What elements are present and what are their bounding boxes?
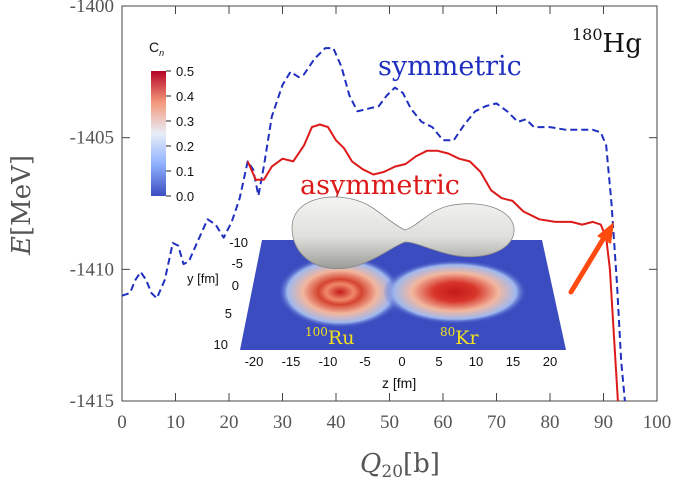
inset-z-tick-label: 15 [506, 354, 520, 369]
x-axis-ticks: 0 10 20 30 40 50 60 70 80 90 100 [117, 6, 671, 433]
colorbar-tick-label: 0.0 [176, 189, 194, 204]
colorbar-tick-label: 0.4 [176, 89, 194, 104]
colorbar: Cn 0.5 0.4 0.3 0.2 0.1 0.0 [149, 39, 194, 204]
x-tick-label: 60 [434, 412, 453, 433]
fragment-label-ru: 100Ru [305, 325, 354, 349]
x-tick-label: 10 [166, 412, 185, 433]
y-tick-label: -1415 [70, 391, 114, 412]
series-line-asymmetric [246, 123, 619, 402]
x-tick-label: 90 [594, 412, 613, 433]
series-layer [121, 47, 626, 402]
inset-z-axis-title: z [fm] [382, 375, 416, 391]
inset-z-tick-label: -15 [282, 354, 301, 369]
inset-z-tick-label: -5 [359, 354, 371, 369]
x-tick-label: 40 [327, 412, 346, 433]
y-axis-title: E[MeV] [7, 155, 37, 256]
x-tick-label: 70 [487, 412, 506, 433]
inset-y-tick-label: 10 [214, 337, 228, 352]
symmetric-label: symmetric [378, 51, 522, 82]
inset-y-axis-title: y [fm] [187, 271, 219, 286]
y-tick-label: -1410 [70, 259, 114, 280]
x-tick-label: 100 [643, 412, 672, 433]
inset-z-tick-label: 20 [543, 354, 557, 369]
colorbar-tick-label: 0.1 [176, 164, 194, 179]
y-axis-ticks: -1400 -1405 -1410 -1415 [70, 0, 657, 412]
inset-y-tick-label: 5 [225, 306, 232, 321]
x-axis-title: Q20[b] [360, 449, 440, 479]
inset-y-tick-label: -5 [231, 256, 243, 271]
inset-right-fragment-density [383, 260, 527, 324]
colorbar-title: Cn [149, 39, 164, 58]
fragment-label-kr: 80Kr [440, 325, 479, 349]
colorbar-tick-label: 0.3 [176, 114, 194, 129]
inset-z-tick-label: -20 [245, 354, 264, 369]
scission-arrow-head [597, 222, 614, 244]
inset-y-tick-label: -10 [229, 235, 248, 250]
colorbar-tick-label: 0.5 [176, 64, 194, 79]
x-tick-label: 0 [117, 412, 127, 433]
y-tick-label: -1405 [70, 128, 114, 149]
x-tick-label: 50 [380, 412, 399, 433]
y-tick-label: -1400 [70, 0, 114, 17]
x-tick-label: 30 [273, 412, 292, 433]
asymmetric-label: asymmetric [300, 170, 460, 201]
inset-z-tick-label: 5 [435, 354, 442, 369]
x-tick-label: 20 [220, 412, 239, 433]
nucleus-label: 180Hg [572, 25, 642, 59]
inset-z-tick-label: 0 [398, 354, 405, 369]
series-line-symmetric [121, 47, 626, 402]
inset-nuclear-shape [291, 196, 515, 270]
inset-z-tick-label: 10 [469, 354, 483, 369]
colorbar-tick-label: 0.2 [176, 139, 194, 154]
x-tick-label: 80 [541, 412, 560, 433]
scission-arrow [568, 233, 608, 295]
inset-y-tick-label: 0 [232, 278, 239, 293]
inset-left-fragment-density [278, 256, 402, 328]
inset-z-tick-label: -10 [319, 354, 338, 369]
colorbar-gradient [151, 71, 166, 196]
